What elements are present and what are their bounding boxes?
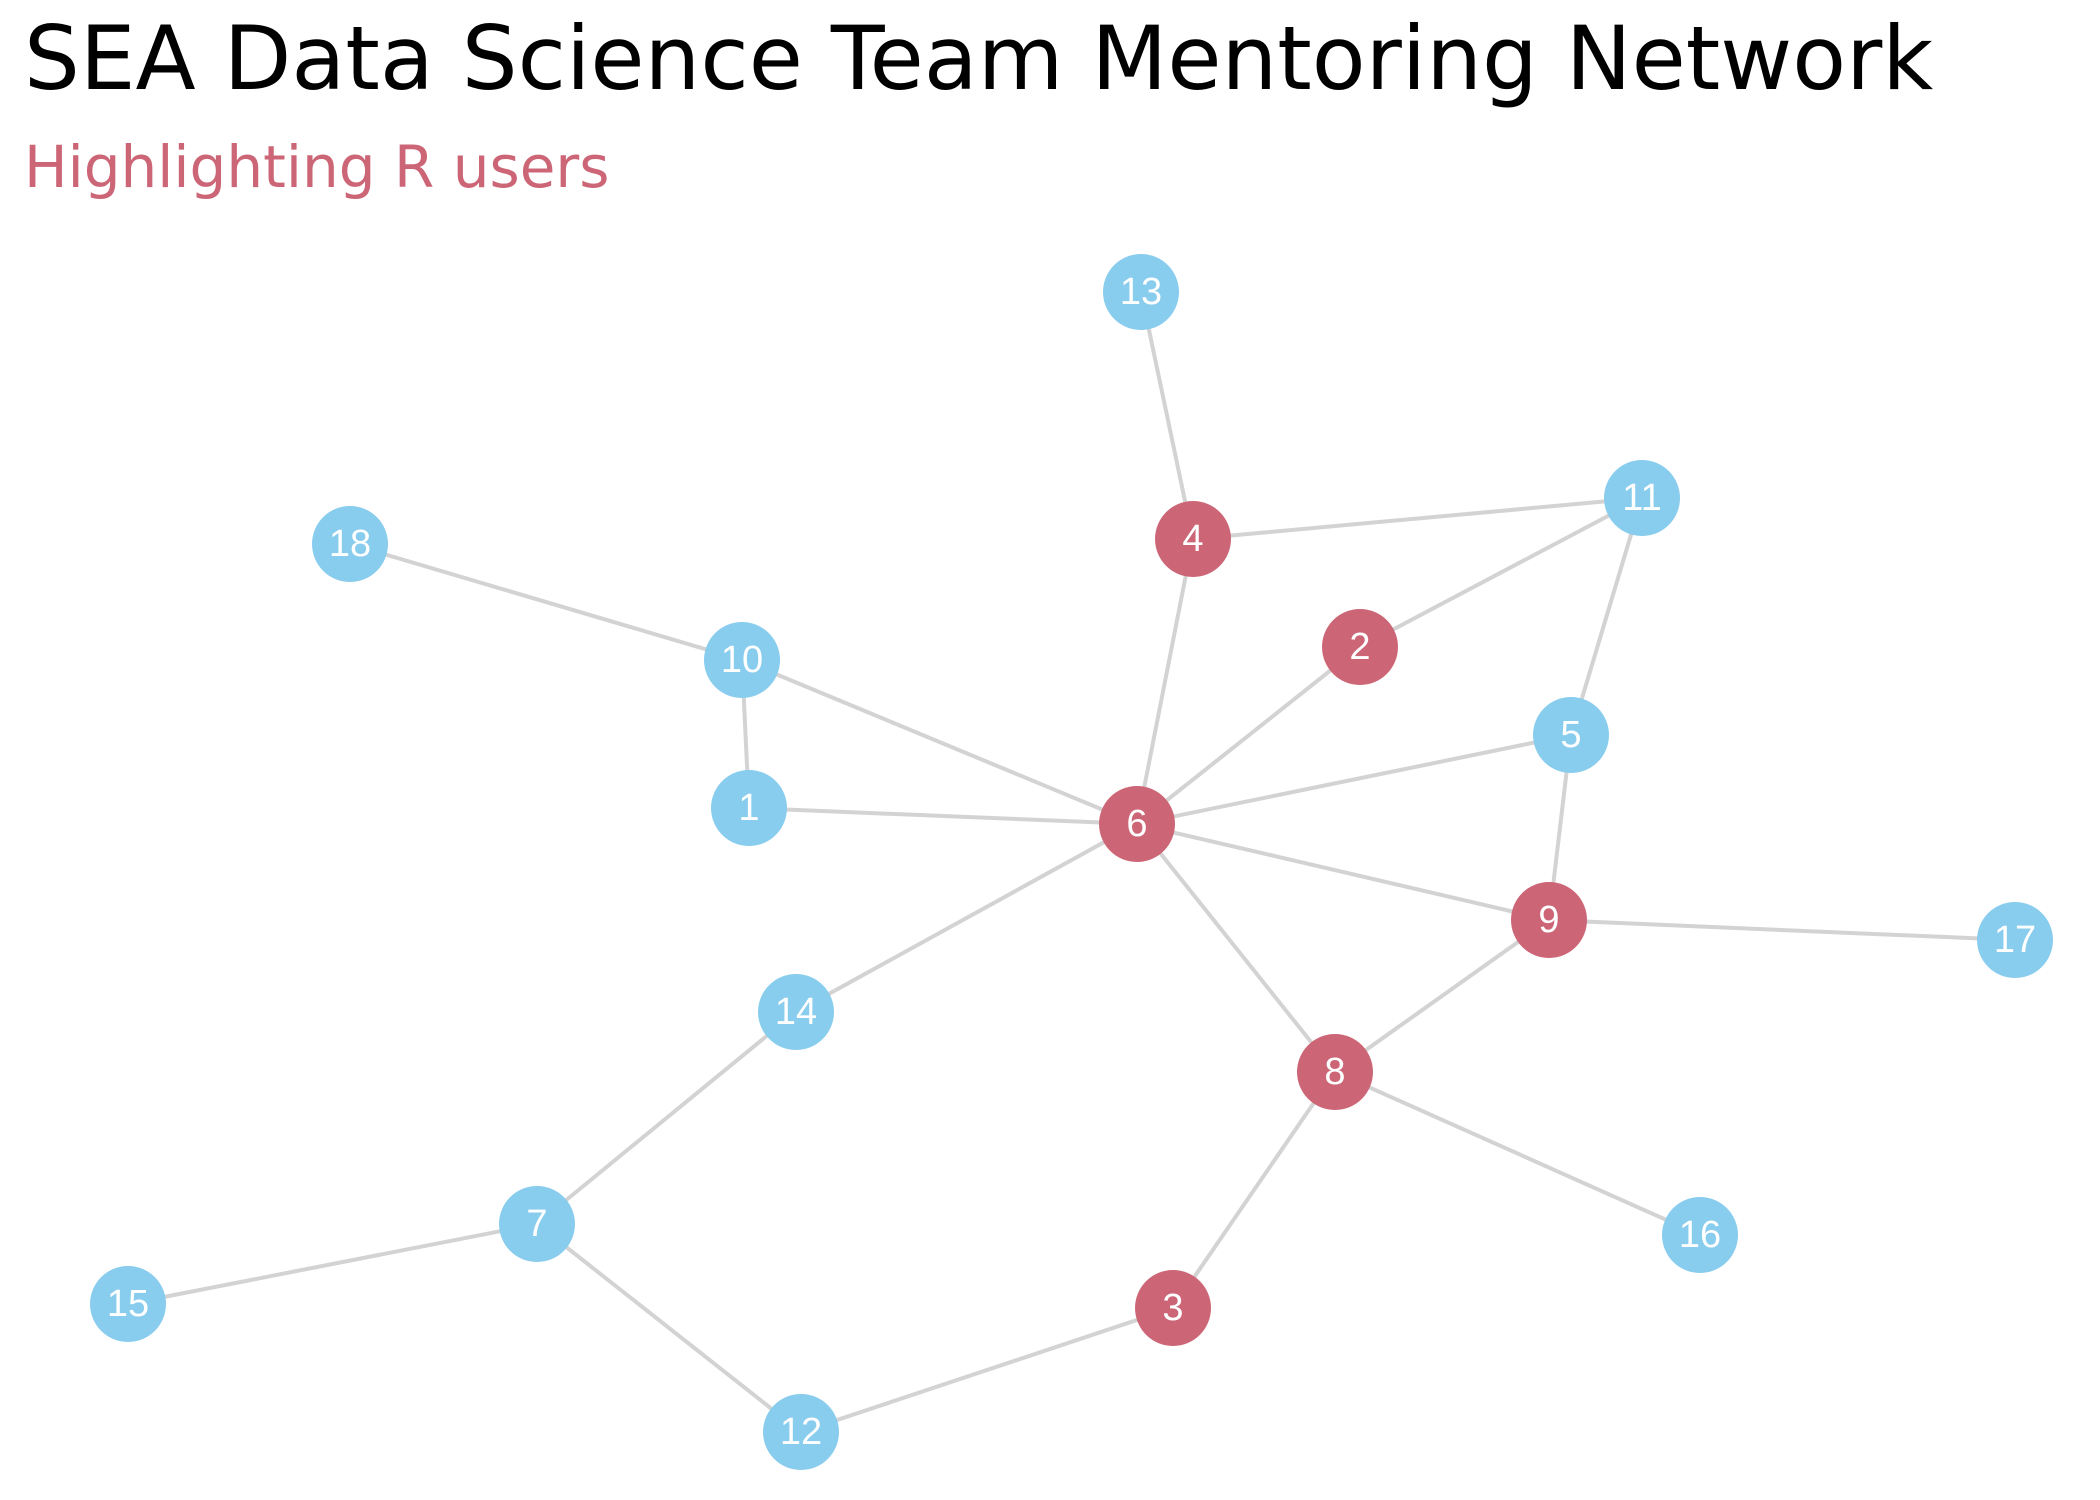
edge-14-7 <box>535 1010 798 1226</box>
edge-8-3 <box>1171 1070 1337 1310</box>
edges-layer <box>127 291 2016 1434</box>
node-4: 4 <box>1155 501 1231 577</box>
node-circle-16 <box>1662 1197 1738 1273</box>
node-circle-12 <box>763 1394 839 1470</box>
node-circle-2 <box>1322 609 1398 685</box>
node-label-11: 11 <box>1622 477 1661 519</box>
node-label-3: 3 <box>1162 1287 1183 1329</box>
node-label-2: 2 <box>1349 626 1370 668</box>
node-circle-5 <box>1533 697 1609 773</box>
node-circle-15 <box>90 1266 166 1342</box>
edge-9-8 <box>1333 918 1551 1074</box>
edge-6-8 <box>1135 822 1337 1074</box>
node-circle-17 <box>1977 902 2053 978</box>
node-1: 1 <box>711 770 787 846</box>
edge-8-16 <box>1334 1070 1701 1237</box>
node-label-18: 18 <box>329 523 371 565</box>
edge-5-6 <box>1136 733 1572 826</box>
edge-10-6 <box>741 658 1138 826</box>
node-label-5: 5 <box>1560 714 1581 756</box>
node-14: 14 <box>758 974 834 1050</box>
node-circle-3 <box>1135 1270 1211 1346</box>
edge-7-15 <box>127 1222 538 1306</box>
node-circle-11 <box>1604 460 1680 536</box>
node-circle-13 <box>1103 254 1179 330</box>
node-label-4: 4 <box>1182 518 1203 560</box>
edge-12-3 <box>800 1306 1174 1434</box>
chart-title: SEA Data Science Team Mentoring Network <box>24 7 1934 110</box>
node-label-9: 9 <box>1538 899 1559 941</box>
node-circle-8 <box>1297 1034 1373 1110</box>
node-label-10: 10 <box>721 639 763 681</box>
edge-9-17 <box>1548 918 2016 942</box>
node-13: 13 <box>1103 254 1179 330</box>
node-16: 16 <box>1662 1197 1738 1273</box>
node-2: 2 <box>1322 609 1398 685</box>
node-label-17: 17 <box>1994 919 2036 961</box>
node-17: 17 <box>1977 902 2053 978</box>
node-label-15: 15 <box>107 1283 149 1325</box>
node-label-16: 16 <box>1679 1214 1721 1256</box>
edge-4-6 <box>1135 538 1195 825</box>
node-3: 3 <box>1135 1270 1211 1346</box>
node-circle-1 <box>711 770 787 846</box>
node-label-12: 12 <box>780 1411 822 1453</box>
node-label-14: 14 <box>775 991 817 1033</box>
node-circle-14 <box>758 974 834 1050</box>
edge-4-11 <box>1192 496 1643 541</box>
node-18: 18 <box>312 506 388 582</box>
node-label-6: 6 <box>1126 803 1147 845</box>
node-10: 10 <box>704 622 780 698</box>
edge-18-10 <box>349 542 743 662</box>
edge-13-4 <box>1139 291 1195 540</box>
node-circle-18 <box>312 506 388 582</box>
edge-1-6 <box>748 806 1138 826</box>
node-circle-4 <box>1155 501 1231 577</box>
node-15: 15 <box>90 1266 166 1342</box>
edge-2-6 <box>1135 645 1362 826</box>
node-7: 7 <box>499 1186 575 1262</box>
node-6: 6 <box>1099 786 1175 862</box>
node-circle-6 <box>1099 786 1175 862</box>
edge-11-5 <box>1569 497 1644 736</box>
node-9: 9 <box>1511 882 1587 958</box>
edge-6-9 <box>1136 822 1550 922</box>
chart-subtitle: Highlighting R users <box>24 133 610 201</box>
node-circle-7 <box>499 1186 575 1262</box>
edge-7-12 <box>535 1222 803 1434</box>
node-12: 12 <box>763 1394 839 1470</box>
node-circle-10 <box>704 622 780 698</box>
edge-6-14 <box>795 822 1138 1014</box>
node-circle-9 <box>1511 882 1587 958</box>
node-label-8: 8 <box>1324 1051 1345 1093</box>
node-label-13: 13 <box>1120 271 1162 313</box>
node-11: 11 <box>1604 460 1680 536</box>
node-label-7: 7 <box>526 1203 547 1245</box>
node-label-1: 1 <box>738 787 759 829</box>
node-8: 8 <box>1297 1034 1373 1110</box>
edge-11-2 <box>1359 496 1643 649</box>
node-5: 5 <box>1533 697 1609 773</box>
